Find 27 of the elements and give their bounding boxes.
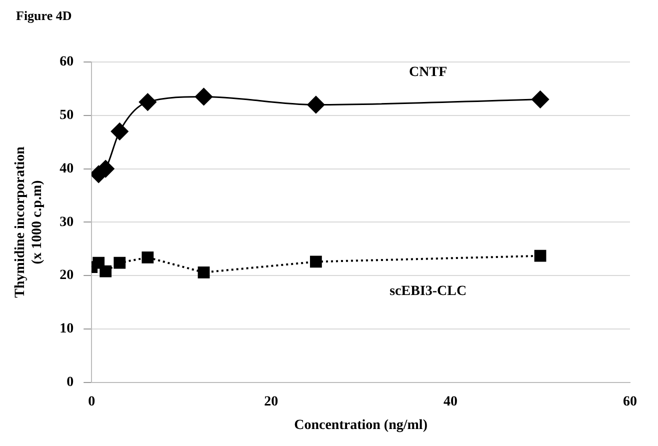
y-tick-label: 20 xyxy=(60,268,74,284)
point xyxy=(534,250,546,262)
point xyxy=(100,265,112,278)
point xyxy=(114,256,126,269)
x-tick-label: 60 xyxy=(623,394,637,410)
y-tick-label: 30 xyxy=(60,214,74,230)
x-axis-title: Concentration (ng/ml) xyxy=(294,418,428,434)
series-label: scEBI3-CLC xyxy=(390,284,467,299)
point xyxy=(142,251,154,264)
point xyxy=(195,88,213,106)
x-tick-label: 40 xyxy=(444,394,458,410)
y-tick-label: 50 xyxy=(60,108,74,124)
point xyxy=(310,256,322,268)
y-tick-label: 40 xyxy=(60,161,74,176)
x-tick-label: 20 xyxy=(264,394,278,410)
point xyxy=(532,90,550,108)
y-axis-title: Thymidine incorporation (x 1000 c.p.m) xyxy=(13,146,45,298)
y-tick-label: 0 xyxy=(66,375,74,390)
y-tick-label: 60 xyxy=(60,54,74,70)
x-tick-label: 0 xyxy=(88,394,96,410)
point xyxy=(198,266,210,278)
point xyxy=(110,122,128,140)
series-label: CNTF xyxy=(409,65,448,80)
point xyxy=(138,93,156,111)
y-tick-label: 10 xyxy=(60,322,74,337)
point xyxy=(307,96,325,114)
chart-title: Figure 4D xyxy=(16,8,72,24)
